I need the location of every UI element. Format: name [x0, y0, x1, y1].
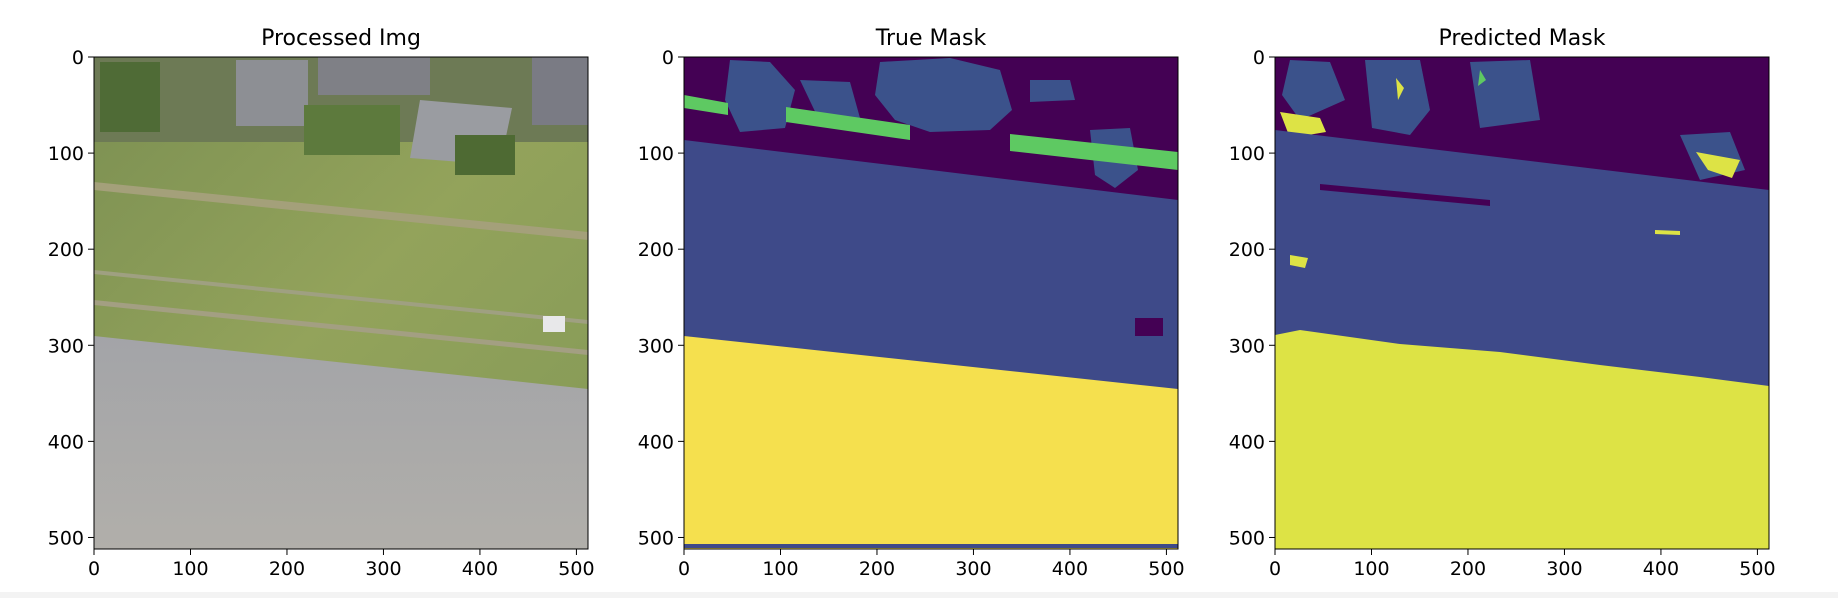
x-tick-label: 0 [1269, 558, 1281, 580]
output-cell-scroll-edge [0, 592, 1838, 598]
x-tick-label: 200 [859, 558, 895, 580]
y-tick-label: 400 [48, 431, 84, 453]
predicted-mask-image [1275, 57, 1769, 549]
x-tick-label: 0 [88, 558, 100, 580]
panel-predicted-mask [1275, 57, 1769, 549]
x-tick-label: 400 [1052, 558, 1088, 580]
y-tick-label: 500 [48, 527, 84, 549]
x-tick-label: 300 [1546, 558, 1582, 580]
y-tick-label: 200 [1229, 239, 1265, 261]
y-tick-label: 0 [72, 47, 84, 69]
x-tick-label: 500 [1739, 558, 1775, 580]
x-tick-label: 0 [678, 558, 690, 580]
y-tick-label: 200 [48, 239, 84, 261]
y-tick-label: 300 [1229, 335, 1265, 357]
chart-title: Predicted Mask [1439, 26, 1606, 51]
x-tick-label: 200 [269, 558, 305, 580]
y-tick-label: 500 [1229, 527, 1265, 549]
x-tick-label: 500 [558, 558, 594, 580]
x-tick-label: 400 [1643, 558, 1679, 580]
y-tick-label: 300 [638, 335, 674, 357]
aerial-photo [94, 57, 588, 549]
y-tick-label: 300 [48, 335, 84, 357]
y-tick-label: 0 [1253, 47, 1265, 69]
y-tick-label: 400 [1229, 431, 1265, 453]
y-tick-label: 0 [662, 47, 674, 69]
x-tick-label: 100 [172, 558, 208, 580]
x-tick-label: 200 [1450, 558, 1486, 580]
axes-frame [1274, 56, 1770, 550]
y-tick-label: 100 [638, 143, 674, 165]
x-tick-label: 300 [955, 558, 991, 580]
y-tick-label: 100 [1229, 143, 1265, 165]
x-tick-label: 100 [762, 558, 798, 580]
x-tick-label: 500 [1148, 558, 1184, 580]
axes-frame [683, 56, 1179, 550]
chart-title: True Mask [875, 26, 987, 51]
chart-title: Processed Img [261, 26, 421, 51]
y-tick-label: 200 [638, 239, 674, 261]
x-tick-label: 400 [462, 558, 498, 580]
y-tick-label: 100 [48, 143, 84, 165]
x-tick-label: 300 [365, 558, 401, 580]
x-tick-label: 100 [1353, 558, 1389, 580]
y-tick-label: 400 [638, 431, 674, 453]
y-tick-label: 500 [638, 527, 674, 549]
panel-true-mask [684, 57, 1178, 549]
true-mask-image [684, 57, 1178, 549]
panel-processed-img [94, 57, 588, 549]
axes-frame [93, 56, 589, 550]
